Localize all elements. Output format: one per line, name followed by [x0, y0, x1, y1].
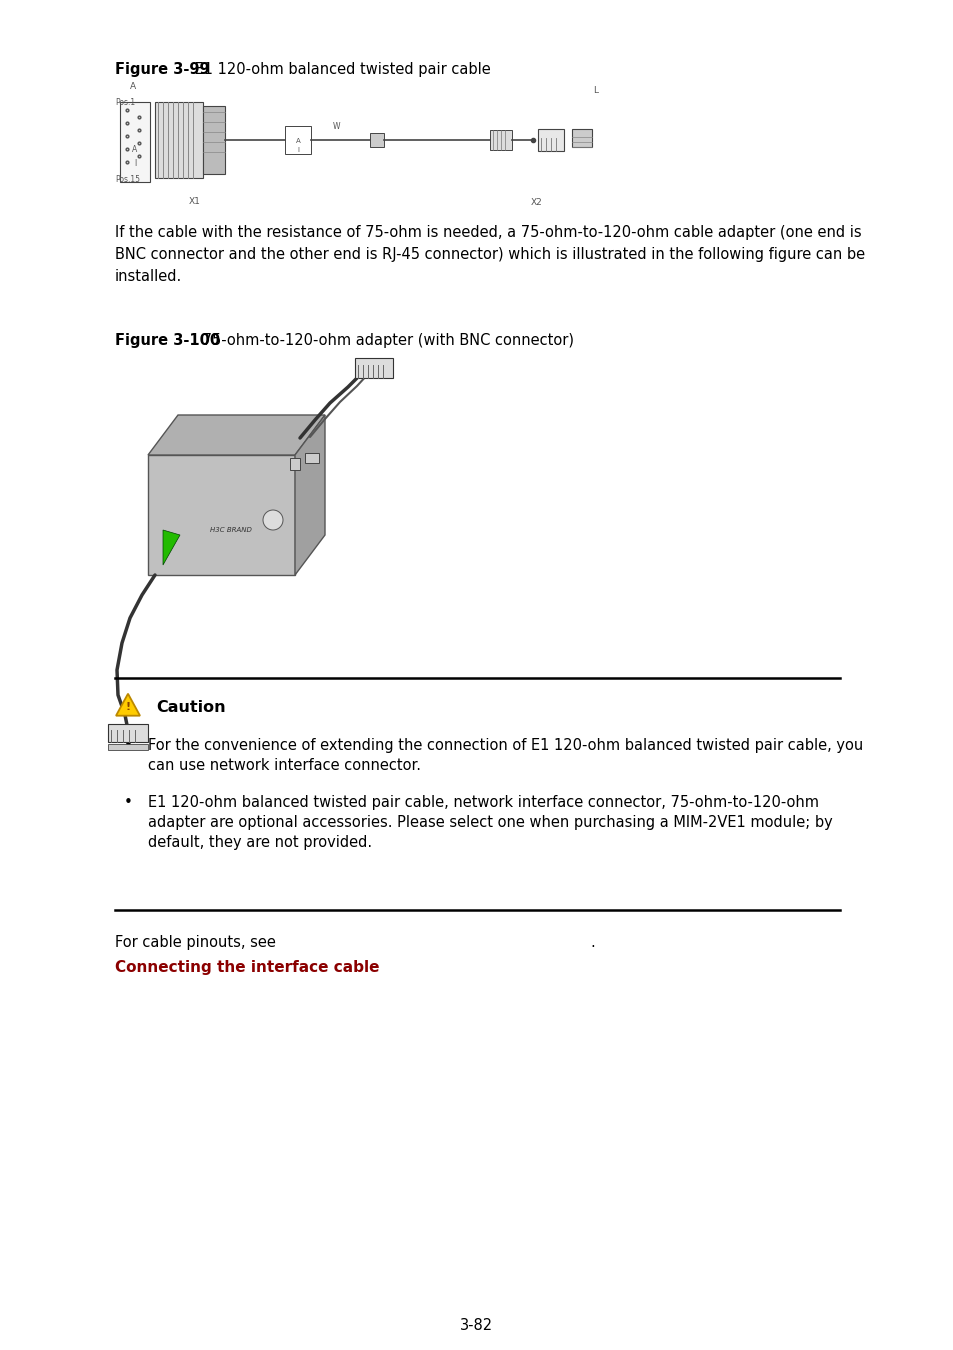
- Text: H3C BRAND: H3C BRAND: [210, 526, 252, 533]
- Text: For the convenience of extending the connection of E1 120-ohm balanced twisted p: For the convenience of extending the con…: [148, 738, 862, 753]
- Bar: [285, 126, 311, 154]
- Text: If the cable with the resistance of 75-ohm is needed, a 75-ohm-to-120-ohm cable : If the cable with the resistance of 75-o…: [115, 225, 861, 240]
- Text: .: .: [589, 936, 594, 950]
- Bar: [572, 130, 592, 147]
- Text: A: A: [130, 82, 136, 90]
- Text: W: W: [333, 122, 340, 131]
- Text: Pos.1: Pos.1: [115, 99, 135, 107]
- Polygon shape: [163, 531, 180, 566]
- Text: I: I: [133, 158, 136, 167]
- Text: E1 120-ohm balanced twisted pair cable: E1 120-ohm balanced twisted pair cable: [190, 62, 490, 77]
- Text: 75-ohm-to-120-ohm adapter (with BNC connector): 75-ohm-to-120-ohm adapter (with BNC conn…: [197, 333, 573, 348]
- Text: default, they are not provided.: default, they are not provided.: [148, 836, 372, 850]
- Text: A: A: [295, 138, 300, 144]
- Text: can use network interface connector.: can use network interface connector.: [148, 757, 420, 774]
- Bar: [108, 724, 148, 742]
- Bar: [120, 103, 150, 182]
- Text: installed.: installed.: [115, 269, 182, 284]
- Circle shape: [263, 510, 283, 531]
- Text: !: !: [125, 702, 131, 711]
- Text: X1: X1: [189, 197, 201, 207]
- Text: For cable pinouts, see: For cable pinouts, see: [115, 936, 275, 950]
- Text: Figure 3-99: Figure 3-99: [115, 62, 210, 77]
- Bar: [290, 458, 299, 470]
- Text: Caution: Caution: [156, 701, 226, 716]
- Bar: [490, 130, 512, 150]
- Bar: [370, 134, 384, 147]
- Text: Connecting the interface cable: Connecting the interface cable: [115, 960, 379, 975]
- Text: •: •: [124, 738, 132, 753]
- Bar: [108, 744, 148, 751]
- Text: 3-82: 3-82: [460, 1318, 493, 1332]
- Bar: [537, 130, 563, 151]
- Bar: [203, 107, 225, 174]
- Polygon shape: [116, 694, 140, 716]
- Bar: [305, 454, 318, 463]
- Polygon shape: [148, 414, 325, 455]
- Text: L: L: [593, 86, 598, 95]
- Text: Pos.15: Pos.15: [115, 176, 140, 184]
- Bar: [355, 358, 393, 378]
- Text: Figure 3-100: Figure 3-100: [115, 333, 220, 348]
- Text: E1 120-ohm balanced twisted pair cable, network interface connector, 75-ohm-to-1: E1 120-ohm balanced twisted pair cable, …: [148, 795, 818, 810]
- Text: A: A: [132, 146, 137, 154]
- Polygon shape: [294, 414, 325, 575]
- Polygon shape: [148, 455, 294, 575]
- Text: X2: X2: [531, 198, 542, 207]
- Text: •: •: [124, 795, 132, 810]
- Text: I: I: [296, 147, 298, 153]
- Bar: [154, 103, 203, 178]
- Text: adapter are optional accessories. Please select one when purchasing a MIM-2VE1 m: adapter are optional accessories. Please…: [148, 815, 832, 830]
- Text: BNC connector and the other end is RJ-45 connector) which is illustrated in the : BNC connector and the other end is RJ-45…: [115, 247, 864, 262]
